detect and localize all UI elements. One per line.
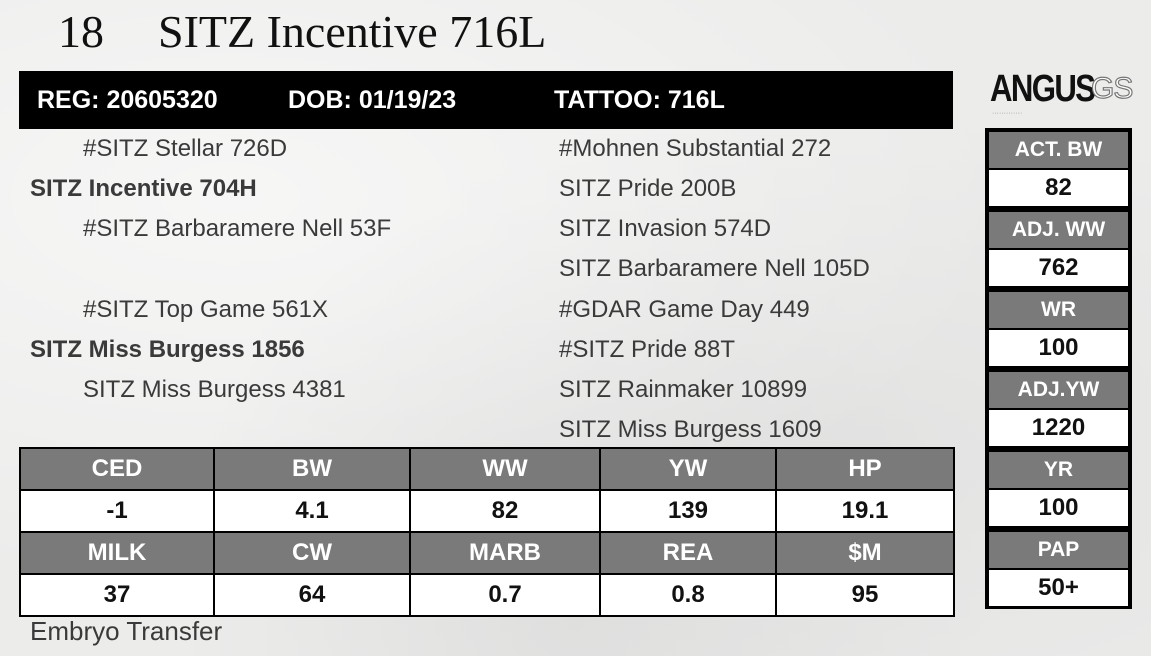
performance-box: ACT. BW 82 ADJ. WW 762 WR 100 ADJ.YW 122… [985, 128, 1132, 609]
epd-header-rea: REA [599, 531, 777, 575]
logo-tagline: ············· [992, 110, 1023, 117]
epd-value-dollar-m: 95 [775, 573, 955, 617]
lot-title: 18 SITZ Incentive 716L [58, 6, 546, 59]
pedigree-sire: SITZ Incentive 704H [30, 175, 257, 202]
logo-gs-mark: GS [1090, 72, 1134, 105]
perf-value-pap: 50+ [989, 570, 1128, 606]
perf-header-pap: PAP [989, 532, 1128, 568]
epd-value-bw: 4.1 [213, 489, 411, 533]
epd-value-hp: 19.1 [775, 489, 955, 533]
lot-number: 18 [58, 6, 104, 57]
angus-gs-logo: ANGUS GS ············· [988, 70, 1138, 120]
animal-name: SITZ Incentive 716L [158, 6, 547, 57]
perf-value-adj-yw: 1220 [989, 410, 1128, 446]
epd-header-hp: HP [775, 447, 955, 491]
pedigree-sire-sire: #SITZ Stellar 726D [83, 135, 288, 162]
epd-header-marb: MARB [409, 531, 601, 575]
epd-value-milk: 37 [19, 573, 215, 617]
epd-value-cw: 64 [213, 573, 411, 617]
epd-header-dollar-m: $M [775, 531, 955, 575]
epd-value-row-1: -1 4.1 82 139 19.1 [19, 489, 955, 533]
logo-wordmark: ANGUS [990, 68, 1096, 110]
pedigree-ggs-6: #SITZ Pride 88T [559, 336, 736, 363]
pedigree-sire-dam: #SITZ Barbaramere Nell 53F [83, 215, 392, 242]
epd-header-ww: WW [409, 447, 601, 491]
perf-header-act-bw: ACT. BW [989, 132, 1128, 168]
perf-header-yr: YR [989, 452, 1128, 488]
epd-table: CED BW WW YW HP -1 4.1 82 139 19.1 MILK … [19, 447, 955, 617]
perf-header-adj-ww: ADJ. WW [989, 212, 1128, 248]
epd-value-ced: -1 [19, 489, 215, 533]
perf-value-act-bw: 82 [989, 170, 1128, 206]
pedigree-dam: SITZ Miss Burgess 1856 [30, 336, 305, 363]
registration-bar: REG: 20605320 DOB: 01/19/23 TATTOO: 716L [19, 71, 953, 129]
pedigree-dam-dam: SITZ Miss Burgess 4381 [83, 376, 346, 403]
tattoo: TATTOO: 716L [554, 86, 725, 114]
epd-header-row-1: CED BW WW YW HP [19, 447, 955, 491]
pedigree-dam-sire: #SITZ Top Game 561X [83, 296, 329, 323]
pedigree-ggs-8: SITZ Miss Burgess 1609 [559, 416, 822, 443]
epd-header-bw: BW [213, 447, 411, 491]
epd-value-row-2: 37 64 0.7 0.8 95 [19, 573, 955, 617]
epd-value-yw: 139 [599, 489, 777, 533]
pedigree-ggs-4: SITZ Barbaramere Nell 105D [559, 255, 870, 282]
epd-value-rea: 0.8 [599, 573, 777, 617]
pedigree-ggs-5: #GDAR Game Day 449 [559, 296, 810, 323]
epd-header-ced: CED [19, 447, 215, 491]
pedigree-ggs-3: SITZ Invasion 574D [559, 215, 772, 242]
epd-value-marb: 0.7 [409, 573, 601, 617]
pedigree-ggs-7: SITZ Rainmaker 10899 [559, 376, 808, 403]
perf-value-wr: 100 [989, 330, 1128, 366]
pedigree-ggs-2: SITZ Pride 200B [559, 175, 737, 202]
epd-value-ww: 82 [409, 489, 601, 533]
reg-number: REG: 20605320 [37, 86, 218, 114]
date-of-birth: DOB: 01/19/23 [288, 86, 457, 114]
epd-header-row-2: MILK CW MARB REA $M [19, 531, 955, 575]
epd-header-milk: MILK [19, 531, 215, 575]
epd-header-yw: YW [599, 447, 777, 491]
perf-header-adj-yw: ADJ.YW [989, 372, 1128, 408]
perf-value-adj-ww: 762 [989, 250, 1128, 286]
footer-note: Embryo Transfer [30, 616, 223, 646]
epd-header-cw: CW [213, 531, 411, 575]
perf-value-yr: 100 [989, 490, 1128, 526]
perf-header-wr: WR [989, 292, 1128, 328]
pedigree-ggs-1: #Mohnen Substantial 272 [559, 135, 832, 162]
